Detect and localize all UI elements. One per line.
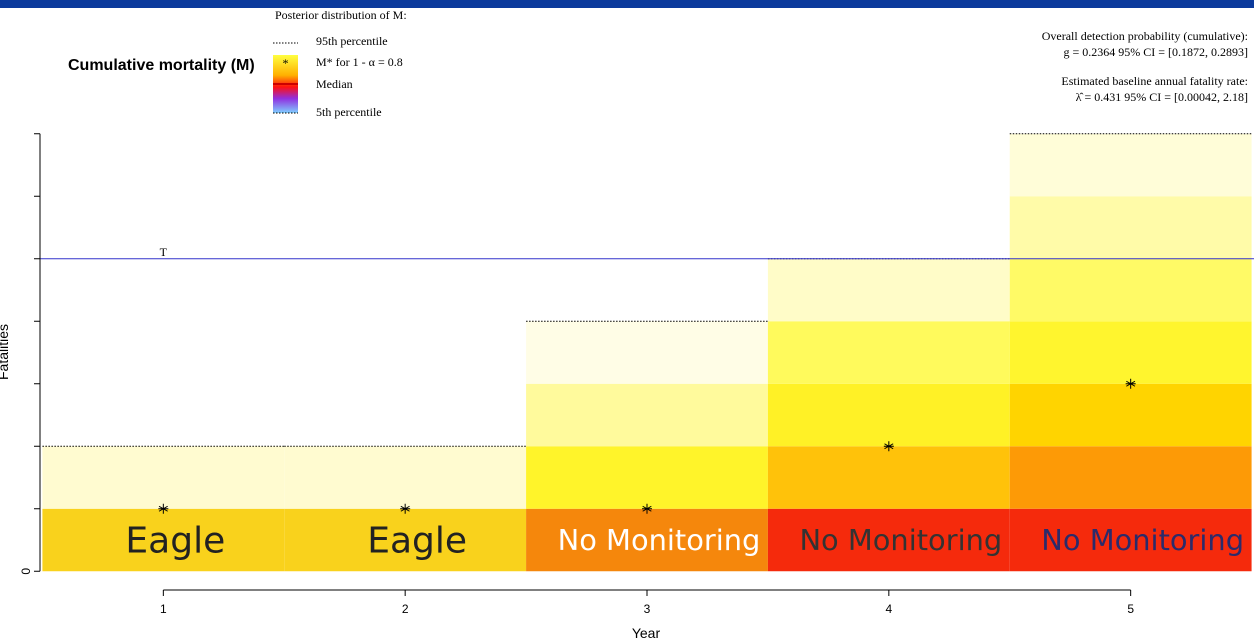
legend: Posterior distribution of M: * 95th perc… bbox=[273, 8, 407, 119]
heat-cell bbox=[767, 383, 1010, 447]
legend-star: * bbox=[283, 56, 289, 70]
legend-item: Median bbox=[316, 77, 353, 91]
stat-text: Estimated baseline annual fatality rate: bbox=[1061, 74, 1248, 88]
heat-cell bbox=[526, 446, 768, 509]
x-tick-label: 4 bbox=[885, 602, 892, 616]
heat-cell bbox=[526, 508, 768, 572]
top-bar bbox=[0, 0, 1254, 8]
heat-cell bbox=[767, 258, 1010, 322]
heat-cell bbox=[767, 446, 1010, 509]
heat-cell bbox=[1009, 446, 1252, 509]
heat-cell bbox=[284, 508, 527, 572]
x-tick-label: 1 bbox=[160, 602, 167, 616]
legend-title: Posterior distribution of M: bbox=[275, 8, 407, 22]
heat-cell bbox=[1009, 196, 1252, 259]
star-marker bbox=[642, 503, 652, 514]
x-tick-label: 3 bbox=[644, 602, 651, 616]
legend-item: 5th percentile bbox=[316, 105, 382, 119]
stat-text: λ̂ = 0.431 95% CI = [0.00042, 2.18] bbox=[1076, 90, 1248, 104]
star-marker bbox=[1125, 378, 1136, 389]
star-marker bbox=[883, 441, 894, 452]
stat-text: Overall detection probability (cumulativ… bbox=[1042, 29, 1248, 43]
heat-cell bbox=[1009, 258, 1252, 322]
heat-cell bbox=[1009, 508, 1252, 572]
heat-cell bbox=[767, 508, 1010, 572]
x-axis-title: Year bbox=[632, 625, 661, 641]
heat-cell bbox=[526, 383, 768, 447]
heat-cell bbox=[1009, 321, 1252, 384]
column-label: No Monitoring bbox=[1041, 523, 1244, 557]
heat-cell bbox=[42, 446, 285, 509]
heat-cell bbox=[42, 508, 285, 572]
stat-text: g = 0.2364 95% CI = [0.1872, 0.2893] bbox=[1063, 45, 1248, 59]
star-marker bbox=[158, 503, 169, 514]
star-marker bbox=[400, 503, 411, 514]
y-axis-title: Fatalities bbox=[0, 324, 11, 380]
threshold-label: T bbox=[160, 245, 168, 259]
column-label: Eagle bbox=[125, 521, 225, 562]
heat-cell bbox=[1009, 133, 1252, 197]
legend-item: 95th percentile bbox=[316, 34, 388, 48]
heat-cell bbox=[767, 321, 1010, 384]
y-tick-label: 0 bbox=[19, 568, 33, 575]
heat-cell bbox=[526, 321, 768, 384]
plot-area: Eagle Eagle No Monitoring No Monitoring No M… bbox=[19, 133, 1254, 616]
x-tick-label: 2 bbox=[402, 602, 409, 616]
x-tick-label: 5 bbox=[1127, 602, 1134, 616]
heat-cell bbox=[284, 446, 527, 509]
column-label: Eagle bbox=[367, 521, 467, 562]
column-label: No Monitoring bbox=[558, 523, 761, 557]
legend-item: M* for 1 - α = 0.8 bbox=[316, 55, 403, 69]
column-label: No Monitoring bbox=[799, 523, 1002, 557]
heat-cell bbox=[1009, 383, 1252, 447]
chart-title: Cumulative mortality (M) bbox=[68, 57, 255, 74]
